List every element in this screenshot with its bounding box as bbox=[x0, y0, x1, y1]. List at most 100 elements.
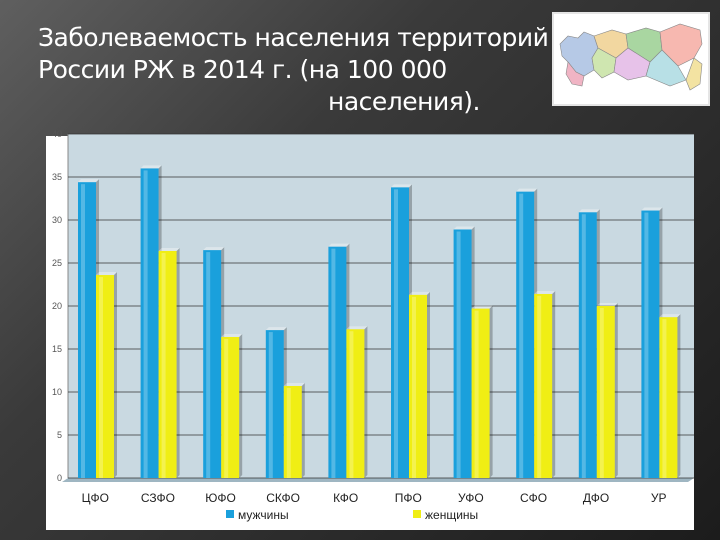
bar-men bbox=[265, 327, 287, 478]
bar-women bbox=[221, 333, 243, 478]
bar-women-top bbox=[596, 303, 618, 306]
bar-women bbox=[471, 305, 493, 478]
bar-men-top bbox=[641, 207, 663, 211]
bar-men bbox=[453, 226, 475, 478]
title-line-2: России РЖ в 2014 г. (на 100 000 bbox=[38, 55, 447, 84]
bar-women-face bbox=[96, 275, 114, 478]
title-line-3: населения). bbox=[328, 87, 480, 116]
bar-men-top bbox=[453, 226, 475, 230]
bar-men-highlight bbox=[644, 212, 649, 479]
bar-men-face bbox=[140, 168, 159, 478]
x-tick-label: ДФО bbox=[583, 491, 609, 505]
bar-men-face bbox=[391, 187, 409, 478]
bar-men-top bbox=[203, 247, 225, 251]
bar-women-top bbox=[158, 247, 180, 251]
bar-women-highlight bbox=[599, 308, 604, 478]
bar-women-side bbox=[677, 314, 681, 478]
bar-women-highlight bbox=[537, 295, 542, 478]
bar-men-face bbox=[453, 229, 472, 478]
bar-women-top bbox=[471, 305, 493, 309]
bar-women bbox=[596, 303, 618, 478]
x-tick-label: СЗФО bbox=[141, 491, 175, 505]
y-tick-label: 15 bbox=[52, 344, 62, 354]
bar-women-highlight bbox=[224, 338, 229, 478]
bar-men-face bbox=[578, 212, 597, 478]
title-line-1: Заболеваемость населения территорий bbox=[38, 23, 549, 52]
bar-women bbox=[96, 272, 117, 478]
y-tick-label: 10 bbox=[52, 387, 62, 397]
bar-men-face bbox=[641, 210, 660, 479]
bar-women-face bbox=[158, 250, 177, 478]
y-tick-label: 30 bbox=[52, 215, 62, 225]
bar-men-top bbox=[578, 209, 600, 213]
bar-women-face bbox=[534, 293, 553, 478]
bar-women-highlight bbox=[474, 310, 479, 478]
x-tick-label: ЦФО bbox=[82, 491, 109, 505]
bar-men-top bbox=[78, 179, 99, 183]
y-tick-label: 5 bbox=[57, 430, 62, 440]
bar-men-face bbox=[203, 250, 222, 478]
bar-men-highlight bbox=[581, 214, 586, 478]
bar-women-highlight bbox=[99, 277, 103, 478]
bar-men-top bbox=[391, 184, 412, 188]
bar-women-side bbox=[614, 303, 618, 478]
bar-women bbox=[283, 382, 305, 478]
bar-women-highlight bbox=[662, 319, 667, 478]
bar-women-highlight bbox=[412, 296, 416, 478]
bar-men-top bbox=[265, 327, 287, 331]
legend-label: мужчины bbox=[238, 508, 289, 522]
bar-men-face bbox=[516, 191, 535, 478]
legend-label: женщины bbox=[425, 508, 478, 522]
y-tick-label: 20 bbox=[52, 301, 62, 311]
bar-women-side bbox=[176, 247, 180, 478]
x-tick-label: СКФО bbox=[266, 491, 300, 505]
bar-women bbox=[158, 247, 180, 478]
bar-men-highlight bbox=[81, 184, 85, 478]
bar-men bbox=[578, 209, 600, 478]
bar-men bbox=[203, 247, 225, 478]
bar-women-top bbox=[283, 382, 305, 386]
y-tick-label: 35 bbox=[52, 172, 62, 182]
bar-women-top bbox=[659, 314, 681, 318]
bar-women-side bbox=[301, 382, 305, 478]
bar-men bbox=[391, 184, 412, 478]
bar-men-highlight bbox=[143, 170, 148, 478]
bar-men bbox=[140, 165, 162, 478]
bar-women-face bbox=[346, 329, 365, 478]
bar-women-top bbox=[534, 290, 556, 294]
bar-women-face bbox=[471, 308, 490, 478]
x-tick-label: ПФО bbox=[395, 491, 422, 505]
bar-women-top bbox=[96, 272, 117, 276]
bar-women-face bbox=[283, 385, 302, 478]
map-graphic bbox=[554, 14, 708, 104]
bar-women-face bbox=[659, 317, 678, 478]
bar-men-highlight bbox=[206, 252, 211, 478]
bar-women-highlight bbox=[286, 387, 291, 478]
bar-women-highlight bbox=[161, 252, 166, 478]
bar-women-side bbox=[489, 305, 493, 478]
bar-men-highlight bbox=[519, 193, 524, 478]
bar-men-highlight bbox=[456, 231, 461, 478]
x-tick-label: СФО bbox=[520, 491, 547, 505]
bar-women bbox=[346, 326, 368, 478]
bar-women-face bbox=[221, 336, 240, 478]
y-tick-label: 0 bbox=[57, 473, 62, 483]
bar-men bbox=[516, 188, 538, 478]
x-tick-label: ЮФО bbox=[205, 491, 236, 505]
y-tick-label: 40 bbox=[52, 129, 62, 139]
bar-men-highlight bbox=[394, 189, 398, 478]
bar-women-side bbox=[114, 272, 117, 478]
bar-men-highlight bbox=[268, 332, 273, 478]
bar-women-highlight bbox=[349, 331, 354, 478]
bar-men bbox=[641, 207, 663, 479]
bar-women-side bbox=[427, 291, 430, 478]
plot-floor bbox=[62, 478, 694, 482]
bar-men-top bbox=[328, 243, 350, 247]
bar-men-face bbox=[78, 182, 96, 478]
russia-map-icon bbox=[552, 12, 710, 106]
x-tick-label: УФО bbox=[458, 491, 484, 505]
bar-women-face bbox=[596, 306, 615, 478]
bar-women-top bbox=[346, 326, 368, 330]
x-tick-label: КФО bbox=[333, 491, 358, 505]
